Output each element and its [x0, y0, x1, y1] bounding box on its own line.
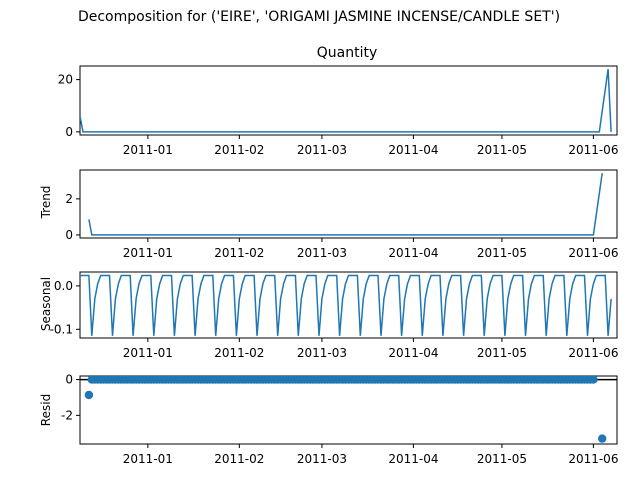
x-tick-label: 2011-06 — [568, 246, 618, 260]
x-tick-label: 2011-06 — [568, 143, 618, 157]
x-tick-label: 2011-01 — [123, 246, 173, 260]
x-tick-label: 2011-05 — [477, 346, 527, 360]
y-tick-label: -0.1 — [50, 322, 73, 336]
y-tick-label: -2 — [61, 408, 73, 422]
plot-area — [80, 376, 617, 443]
x-tick-label: 2011-01 — [123, 452, 173, 466]
ylabel-resid: Resid — [39, 394, 53, 426]
y-tick-label: 0 — [65, 373, 73, 387]
plot-area — [88, 172, 603, 236]
series-line — [88, 172, 603, 236]
y-tick-label: 20 — [58, 73, 73, 87]
ylabel-trend: Trend — [39, 186, 53, 220]
x-tick-label: 2011-03 — [297, 452, 347, 466]
x-tick-label: 2011-06 — [568, 346, 618, 360]
x-tick-label: 2011-06 — [568, 452, 618, 466]
y-tick-label: 0 — [65, 125, 73, 139]
resid-point — [589, 376, 598, 384]
resid-point — [84, 390, 94, 400]
x-tick-label: 2011-02 — [214, 346, 264, 360]
x-tick-label: 2011-03 — [297, 143, 347, 157]
x-tick-label: 2011-05 — [477, 246, 527, 260]
x-tick-label: 2011-01 — [123, 346, 173, 360]
y-tick-label: 2 — [65, 192, 73, 206]
y-tick-label: 0.0 — [54, 279, 73, 293]
plot-frame — [79, 169, 618, 239]
x-tick-label: 2011-02 — [214, 143, 264, 157]
x-tick-label: 2011-05 — [477, 143, 527, 157]
x-tick-label: 2011-04 — [388, 346, 438, 360]
x-tick-label: 2011-02 — [214, 452, 264, 466]
x-tick-label: 2011-05 — [477, 452, 527, 466]
ylabel-seasonal: Seasonal — [39, 277, 53, 331]
x-tick-label: 2011-03 — [297, 246, 347, 260]
panel-resid: Resid 2011-01 2011-02 2011-03 2011-04 2011-0… — [39, 373, 618, 466]
panel-seasonal: Seasonal 2011-01 2011-02 2011-03 2011-04 201… — [39, 271, 618, 360]
x-tick-label: 2011-04 — [388, 452, 438, 466]
x-tick-label: 2011-02 — [214, 246, 264, 260]
seasonal-line — [80, 274, 612, 336]
x-tick-label: 2011-03 — [297, 346, 347, 360]
plot-area — [80, 68, 612, 133]
panel-trend: Trend 2011-01 2011-02 2011-03 2011-04 2011-0… — [39, 169, 618, 260]
plot-frame — [79, 271, 618, 339]
resid-point — [598, 434, 607, 443]
x-tick-label: 2011-01 — [123, 143, 173, 157]
y-tick-label: 0 — [65, 228, 73, 242]
panel-title-quantity: Quantity — [317, 45, 378, 61]
figure-title: Decomposition for ('EIRE', 'ORIGAMI JASM… — [78, 9, 560, 25]
plot-frame — [79, 65, 618, 136]
series-line — [80, 68, 612, 133]
panel-quantity: Quantity 2011-01 2011-02 2011-03 2011-04 201… — [58, 45, 619, 157]
x-tick-label: 2011-04 — [388, 143, 438, 157]
x-tick-label: 2011-04 — [388, 246, 438, 260]
plot-area — [80, 274, 612, 336]
plot-frame — [79, 375, 618, 445]
